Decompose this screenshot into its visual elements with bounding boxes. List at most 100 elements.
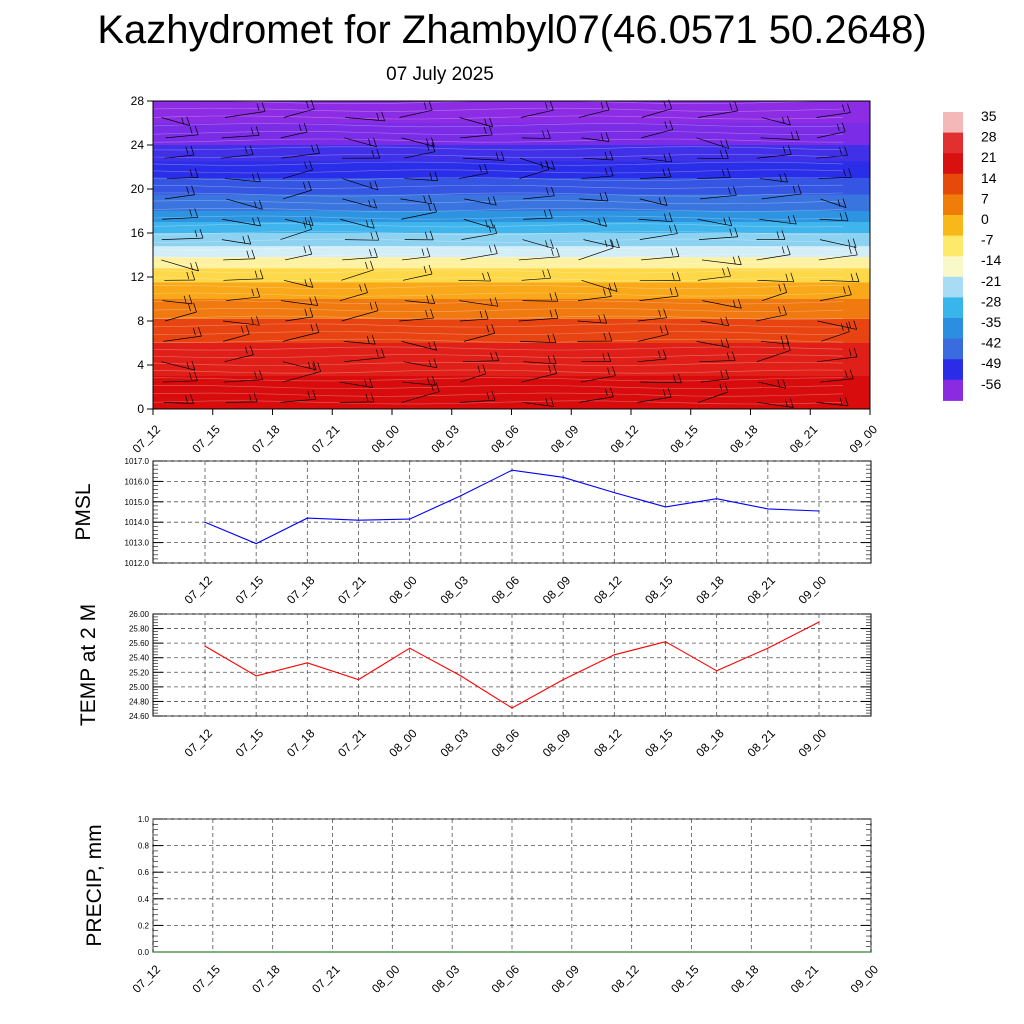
- xtick-label: 08_12: [591, 573, 625, 607]
- wind-barb-shaft: [818, 176, 852, 179]
- wind-barb-shaft: [640, 381, 682, 384]
- colorbar-swatch: [943, 132, 963, 154]
- wind-barb-flag: [554, 309, 559, 319]
- wind-barb-flag: [479, 310, 483, 319]
- contour-line: [152, 207, 844, 212]
- wind-barb-flag: [304, 217, 308, 225]
- wind-barb-flag: [603, 314, 608, 324]
- wind-barb-flag: [782, 379, 787, 389]
- colorbar-swatch: [943, 359, 963, 381]
- wind-barb-flag: [789, 398, 794, 408]
- wind-barb-flag: [547, 334, 551, 342]
- wind-barb-shaft: [280, 398, 316, 403]
- heatmap-xtick-label: 07_12: [130, 422, 164, 456]
- wind-barb-shaft: [344, 239, 379, 241]
- data-point: [716, 670, 718, 672]
- heatmap-band-12: [153, 178, 870, 195]
- wind-barb-flag: [602, 353, 606, 361]
- wind-barb-flag: [849, 369, 854, 379]
- wind-barb-flag: [669, 120, 674, 130]
- wind-barb-flag: [785, 273, 789, 281]
- wind-barb-shaft: [161, 361, 195, 371]
- data-point: [331, 951, 334, 953]
- contour-line: [152, 361, 844, 366]
- wind-barb-flag: [659, 326, 663, 334]
- wind-barb-flag: [248, 393, 252, 401]
- wind-barb-shaft: [580, 375, 616, 383]
- wind-barb-flag: [190, 145, 195, 156]
- wind-barb-shaft: [520, 109, 554, 118]
- colorbar-swatch: [943, 256, 963, 278]
- wind-barb-shaft: [698, 391, 729, 403]
- wind-barb-shaft: [224, 178, 261, 183]
- wind-barb-shaft: [821, 331, 850, 342]
- wind-barb-flag: [842, 104, 845, 112]
- wind-barb-flag: [487, 197, 491, 205]
- colorbar-label: 21: [981, 149, 997, 165]
- data-point: [357, 678, 360, 681]
- wind-barb-flag: [669, 287, 673, 296]
- heatmap-xtick-label: 08_06: [488, 422, 522, 456]
- xtick-label: 07_18: [284, 573, 318, 607]
- wind-barb-shaft: [342, 198, 377, 209]
- wind-barb-flag: [848, 321, 852, 329]
- wind-barb-flag: [375, 231, 380, 241]
- colorbar-label: -35: [981, 314, 1001, 330]
- contour-line: [152, 338, 844, 343]
- wind-barb-flag: [303, 246, 307, 254]
- wind-barb-shaft: [226, 296, 260, 301]
- wind-barb-flag: [719, 384, 723, 392]
- data-point: [664, 506, 667, 508]
- wind-barb-flag: [482, 364, 487, 374]
- wind-barb-flag: [720, 150, 723, 158]
- colorbar-label: -21: [981, 273, 1001, 289]
- ytick-label: 25.40: [129, 654, 150, 663]
- colorbar-label: 7: [981, 190, 989, 206]
- wind-barb-flag: [191, 185, 195, 195]
- ytick-label: 24.80: [129, 697, 150, 706]
- xtick-label: 07_18: [284, 726, 318, 760]
- wind-barb-shaft: [521, 137, 551, 139]
- wind-barb-flag: [370, 219, 375, 229]
- wind-barb-flag: [737, 255, 742, 265]
- contour-line: [152, 223, 844, 228]
- wind-barb-shaft: [339, 381, 373, 388]
- wind-barb-flag: [546, 161, 549, 169]
- wind-barb-shaft: [460, 373, 486, 383]
- wind-barb-flag: [608, 331, 613, 342]
- wind-barb-flag: [252, 173, 255, 181]
- colorbar-label: -42: [981, 335, 1001, 351]
- wind-barb-flag: [734, 227, 739, 237]
- wind-barb-flag: [364, 379, 367, 387]
- heatmap-group: [152, 99, 870, 409]
- data-point: [409, 518, 411, 520]
- wind-barb-flag: [373, 137, 377, 147]
- wind-barb-flag: [551, 160, 555, 170]
- wind-barb-flag: [421, 248, 425, 256]
- wind-barb-flag: [664, 325, 669, 335]
- xtick-label: 08_03: [437, 726, 471, 760]
- wind-barb-flag: [381, 111, 385, 121]
- wind-barb-flag: [662, 389, 666, 397]
- contour-line: [152, 123, 844, 128]
- wind-barb-flag: [430, 309, 434, 319]
- wind-barb-flag: [433, 358, 438, 368]
- data-point: [460, 495, 462, 497]
- data-point: [212, 951, 214, 953]
- wind-barb-flag: [423, 102, 427, 110]
- colorbar-swatch: [943, 235, 963, 257]
- wind-barb-shaft: [522, 402, 554, 407]
- heatmap-band-16: [153, 101, 870, 123]
- wind-barb-flag: [605, 388, 608, 396]
- wind-barb-flag: [667, 167, 672, 178]
- wind-barb-shaft: [458, 279, 491, 282]
- wind-barb-flag: [305, 100, 309, 109]
- colorbar-label: -49: [981, 355, 1001, 371]
- heatmap-ytick-label: 12: [131, 270, 145, 284]
- wind-barb-shaft: [162, 217, 198, 220]
- wind-barb-flag: [546, 187, 549, 195]
- xtick-label: 07_21: [309, 962, 343, 996]
- data-point: [451, 951, 453, 953]
- y-axis-title: PRECIP, mm: [83, 824, 106, 946]
- colorbar-label: -7: [981, 232, 994, 248]
